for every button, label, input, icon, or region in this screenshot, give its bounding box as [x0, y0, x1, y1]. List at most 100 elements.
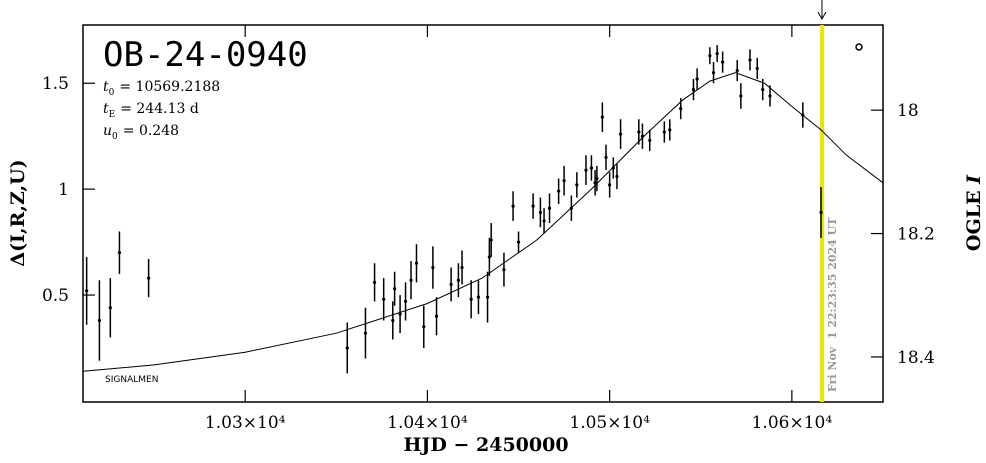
data-point	[735, 68, 739, 73]
data-point	[615, 174, 619, 179]
data-point	[708, 54, 712, 58]
data-point	[593, 181, 597, 185]
y-tick-label: 0.5	[42, 286, 69, 306]
data-point	[147, 276, 151, 280]
x-tick-label: 1.06×10⁴	[752, 413, 833, 433]
x-tick-label: 1.04×10⁴	[387, 413, 468, 433]
data-point	[434, 314, 439, 318]
data-point	[648, 138, 652, 143]
data-point	[398, 312, 402, 316]
data-point	[562, 179, 566, 183]
status-symbol	[855, 43, 863, 51]
data-point	[538, 210, 543, 215]
param-symbol: t	[103, 79, 109, 95]
data-point	[604, 155, 608, 159]
data-point	[640, 134, 645, 138]
data-point	[801, 113, 805, 117]
y2-tick-label: 18.2	[897, 225, 935, 245]
y2-label-italic: I	[963, 174, 985, 185]
data-point	[414, 261, 419, 265]
param-text: = 0.248	[123, 123, 179, 139]
data-point	[409, 278, 413, 282]
data-point	[695, 77, 699, 81]
model-curve	[82, 72, 884, 372]
data-point	[345, 346, 349, 350]
param-text: = 244.13 d	[120, 101, 199, 117]
data-point	[748, 58, 752, 62]
data-point	[516, 240, 521, 244]
data-point	[739, 94, 743, 98]
data-point	[691, 87, 696, 92]
data-point	[403, 299, 408, 303]
y-tick-label: 1.5	[42, 74, 69, 94]
data-point	[372, 280, 377, 284]
data-point	[761, 87, 765, 92]
param: u0 = 0.248	[103, 123, 179, 142]
data-point	[668, 128, 672, 132]
param-text: = 10569.2188	[119, 79, 220, 95]
data-point	[502, 268, 506, 272]
data-point	[485, 295, 490, 299]
param-subscript: E	[109, 110, 116, 120]
data-point	[393, 287, 397, 291]
data-point	[85, 289, 89, 293]
data-point	[819, 210, 823, 215]
data-point	[489, 238, 493, 242]
data-point	[487, 255, 491, 259]
chart-title: OB-24-0940	[103, 35, 308, 75]
credit: SIGNALMEN	[105, 375, 158, 385]
data-point	[547, 206, 552, 210]
data-point	[108, 306, 112, 310]
y-axis-label: Δ(I,R,Z,U)	[7, 159, 29, 266]
now-label: Fri Nov 1 22:23:35 2024 UT	[826, 217, 839, 392]
data-point	[768, 94, 772, 98]
data-point	[595, 176, 599, 181]
plot-frame	[82, 24, 884, 403]
data-point	[575, 183, 579, 187]
data-point	[382, 297, 386, 301]
data-point	[469, 297, 473, 301]
data-point	[662, 130, 666, 134]
data-point	[569, 206, 573, 210]
data-point	[608, 183, 612, 187]
data-point	[637, 130, 641, 134]
data-point	[755, 66, 759, 71]
data-point	[460, 265, 464, 270]
data-point	[584, 168, 588, 172]
data-point	[363, 331, 368, 335]
param: tE = 244.13 d	[103, 101, 199, 120]
y-tick-label: 1	[58, 180, 69, 200]
data-point	[431, 265, 435, 270]
param-subscript: 0	[112, 132, 118, 142]
data-point	[711, 71, 716, 75]
data-point	[449, 282, 453, 287]
y2-axis-label: OGLE I	[963, 174, 985, 251]
now-arrow-head	[817, 11, 827, 21]
data-point	[600, 115, 604, 119]
data-point	[618, 132, 623, 136]
param: t0 = 10569.2188	[103, 79, 220, 98]
data-point	[117, 251, 122, 255]
y2-tick-label: 18.4	[897, 348, 935, 368]
data-point	[715, 51, 719, 56]
x-axis-label: HJD − 2450000	[403, 434, 568, 456]
y2-tick-label: 18	[897, 101, 919, 121]
data-point	[97, 318, 102, 323]
param-symbol: u	[103, 123, 112, 139]
param-symbol: t	[103, 101, 109, 117]
x-tick-label: 1.03×10⁴	[205, 413, 286, 433]
x-tick-label: 1.05×10⁴	[569, 413, 650, 433]
data-point	[557, 189, 561, 193]
data-point	[391, 318, 395, 323]
data-point	[476, 295, 481, 299]
data-point	[422, 325, 426, 329]
data-point	[456, 278, 460, 282]
data-point	[589, 166, 594, 170]
data-point	[542, 219, 546, 223]
data-point	[679, 107, 683, 111]
data-point	[511, 204, 515, 208]
data-point	[721, 60, 725, 64]
param-subscript: 0	[109, 88, 115, 98]
data-point	[611, 166, 615, 170]
